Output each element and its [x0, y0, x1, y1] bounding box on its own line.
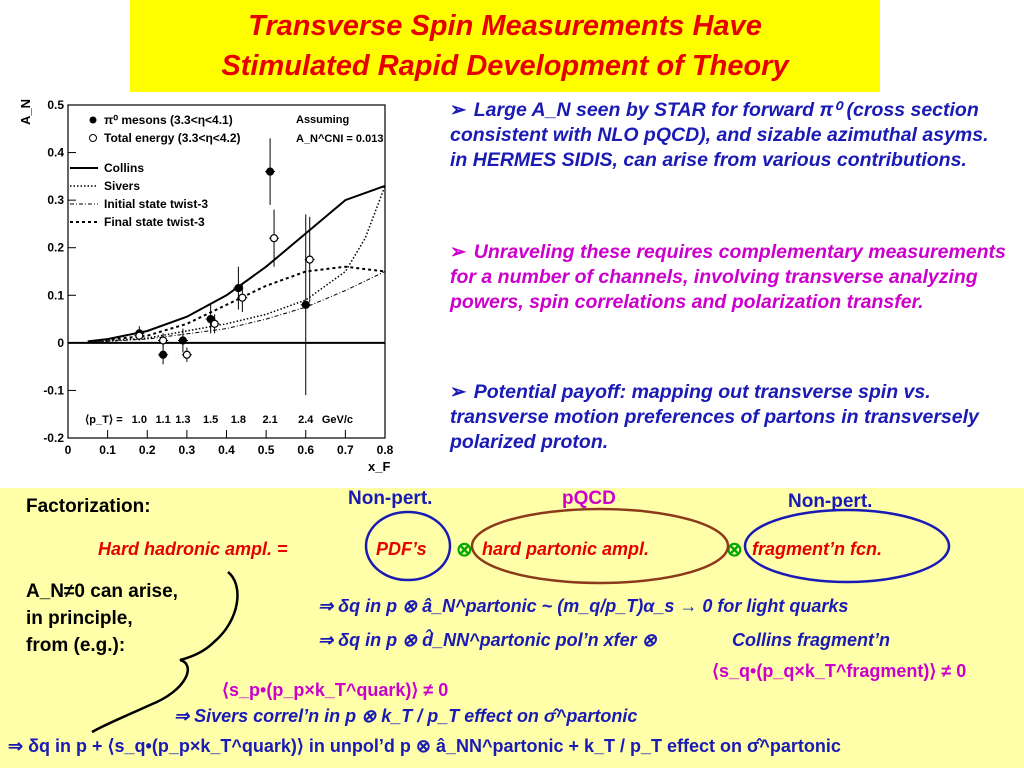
pt-value: 2.1	[262, 414, 277, 426]
y-tick-label: 0.5	[47, 98, 64, 112]
data-point	[234, 284, 243, 293]
bullet-2-text: Unraveling these requires complementary …	[450, 241, 1006, 313]
bullet-1-text: Large A_N seen by STAR for forward π⁰ (c…	[450, 99, 989, 171]
y-tick-label: 0.3	[47, 193, 64, 207]
bullet-arrow-icon: ➢	[450, 99, 467, 121]
x-tick-label: 0.6	[297, 443, 314, 457]
x-tick-label: 0.2	[139, 443, 156, 457]
an-line-2: in principle,	[26, 608, 133, 629]
y-tick-label: 0.4	[47, 146, 64, 160]
pt-value: 1.0	[132, 414, 147, 426]
pt-value: 2.4	[298, 414, 314, 426]
bullet-2: ➢ Unraveling these requires complementar…	[450, 240, 1010, 315]
data-point	[265, 167, 275, 176]
legend-sivers: Sivers	[104, 179, 140, 193]
y-tick-label: -0.1	[43, 383, 64, 397]
contribution-row-1: ⇒ δq in p ⊗ â_N^partonic ~ (m_q/p_T)α_s …	[318, 596, 849, 616]
pdf-label: PDF’s	[376, 539, 427, 559]
pt-value: 1.1	[155, 414, 170, 426]
bullet-3-text: Potential payoff: mapping out transverse…	[450, 381, 979, 453]
nonpert-right-label: Non-pert.	[788, 491, 873, 512]
legend-pi0-marker	[89, 116, 97, 124]
x-tick-label: 0.7	[337, 443, 354, 457]
nonpert-left-label: Non-pert.	[348, 488, 433, 509]
sivers-correlation: ⟨s_p•(p_p×k_T^quark)⟩ ≠ 0	[222, 680, 449, 700]
collins-correlation: ⟨s_q•(p_q×k_T^fragment)⟩ ≠ 0	[712, 661, 967, 681]
data-point	[182, 350, 191, 359]
data-point	[135, 331, 144, 340]
legend-total: Total energy (3.3<η<4.2)	[104, 131, 241, 145]
data-point	[210, 319, 219, 328]
contribution-row-2: ⇒ δq in p ⊗ d̂_NN^partonic pol’n xfer ⊗	[318, 630, 657, 650]
y-tick-label: 0	[57, 336, 64, 350]
data-point	[159, 336, 168, 345]
otimes-2: ⊗	[726, 539, 743, 561]
hard-partonic-label: hard partonic ampl.	[482, 539, 650, 559]
bullet-3: ➢ Potential payoff: mapping out transver…	[450, 380, 1010, 455]
bullet-arrow-icon: ➢	[450, 241, 467, 263]
bullet-1: ➢ Large A_N seen by STAR for forward π⁰ …	[450, 98, 1010, 173]
collins-fragmentation-label: Collins fragment’n	[732, 630, 891, 650]
pqcd-label: pQCD	[562, 488, 616, 509]
x-tick-label: 0.5	[258, 443, 275, 457]
x-tick-label: 0.4	[218, 443, 235, 457]
y-tick-label: 0.2	[47, 241, 64, 255]
data-point	[238, 293, 247, 302]
legend-final: Final state twist-3	[104, 215, 205, 229]
factorization-panel: Factorization: Non-pert. pQCD Non-pert. …	[0, 488, 1024, 768]
factorization-label: Factorization:	[26, 496, 151, 517]
legend-acni: A_N^CNI = 0.013	[296, 133, 383, 145]
y-axis-label: A_N	[18, 99, 33, 125]
curve-solid	[87, 184, 386, 343]
data-point	[305, 255, 314, 264]
legend-initial: Initial state twist-3	[104, 197, 208, 211]
legend-pi0: π⁰ mesons (3.3<η<4.1)	[104, 113, 233, 127]
curve-dashed	[87, 265, 386, 343]
x-axis-label: x_F	[368, 459, 390, 474]
curve-dashdot	[87, 271, 386, 343]
asymmetry-chart: 0 0.1 0.2 0.3 0.4 0.5 0.6 0.7 0.8 -0.2 -0.1 0 0.1 0.2…	[18, 98, 394, 474]
otimes-1: ⊗	[456, 539, 473, 561]
x-tick-label: 0.8	[377, 443, 394, 457]
an-line-3: from (e.g.):	[26, 635, 126, 656]
y-tick-label: 0.1	[47, 288, 64, 302]
legend-assuming: Assuming	[296, 114, 349, 126]
pt-label: ⟨p_T⟩ =	[85, 414, 123, 426]
an-line-1: A_N≠0 can arise,	[26, 581, 178, 602]
title-line-1: Transverse Spin Measurements Have	[248, 10, 762, 42]
pt-value: 1.8	[231, 414, 246, 426]
title-line-2: Stimulated Rapid Development of Theory	[221, 50, 789, 82]
contribution-row-5: ⇒ Sivers correl’n in p ⊗ k_T / p_T effec…	[174, 706, 638, 726]
legend-total-marker	[89, 134, 97, 142]
contribution-row-6: ⇒ δq in p + ⟨s_q•(p_p×k_T^quark)⟩ in unp…	[8, 736, 841, 756]
title-banner: Transverse Spin Measurements Have Stimul…	[130, 0, 880, 92]
pt-value: 1.3	[175, 414, 190, 426]
data-point	[301, 300, 310, 309]
pt-value: GeV/c	[322, 414, 353, 426]
hard-hadronic-label: Hard hadronic ampl. =	[98, 539, 288, 559]
x-tick-label: 0.1	[99, 443, 116, 457]
x-tick-label: 0.3	[179, 443, 196, 457]
pt-value: 1.5	[203, 414, 218, 426]
legend-collins: Collins	[104, 161, 144, 175]
data-point	[178, 336, 188, 345]
bullet-arrow-icon: ➢	[450, 381, 467, 403]
x-tick-label: 0	[65, 443, 72, 457]
y-tick-label: -0.2	[43, 431, 64, 445]
fragment-label: fragment’n fcn.	[752, 539, 883, 559]
plot-frame	[67, 104, 386, 439]
data-point	[159, 350, 168, 359]
data-point	[269, 234, 279, 243]
